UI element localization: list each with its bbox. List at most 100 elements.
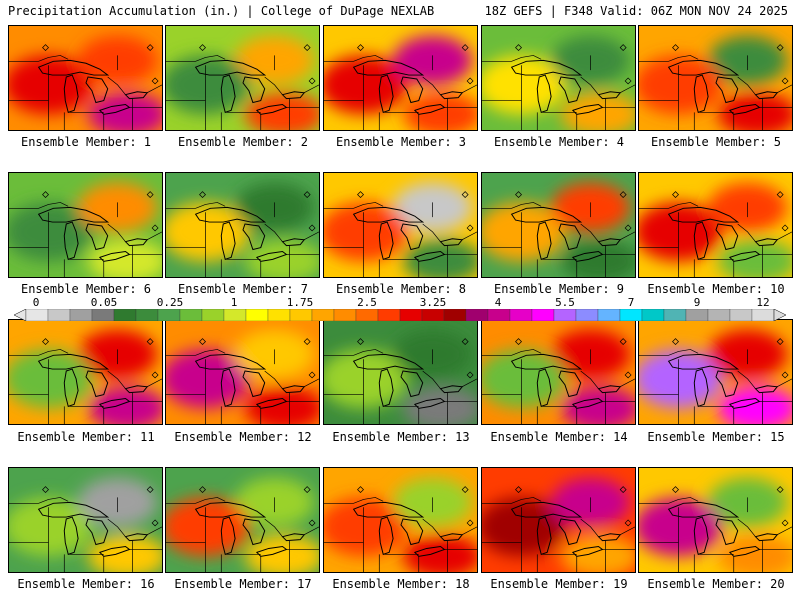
lake-outline: [194, 59, 267, 76]
colorbar-low-arrow: [14, 309, 27, 321]
colorbar-swatch: [663, 309, 687, 321]
colorbar-swatch: [91, 309, 115, 321]
border-line: [324, 55, 477, 130]
lake-outline: [693, 368, 709, 407]
member-caption: Ensemble Member: 10: [647, 282, 785, 296]
lake-outline: [37, 59, 110, 76]
lake-outline: [536, 74, 552, 113]
lake-outline: [281, 91, 306, 100]
colorbar-tick-label: 3.25: [419, 296, 447, 309]
member-caption: Ensemble Member: 6: [20, 282, 152, 296]
map-marker: [308, 371, 316, 379]
precip-blob: [87, 534, 162, 572]
lake-outline: [352, 501, 425, 518]
lake-outline: [124, 91, 149, 100]
precip-blob: [87, 239, 162, 277]
colorbar-tick-label: 0.25: [156, 296, 184, 309]
map-marker: [619, 191, 627, 199]
lake-outline: [510, 59, 583, 76]
colorbar-swatch: [135, 309, 159, 321]
colorbar-high-arrow: [773, 309, 786, 321]
precip-blob: [560, 92, 635, 130]
lake-outline: [510, 353, 583, 370]
border-line: [166, 349, 319, 389]
lake-outline: [536, 516, 552, 555]
member-caption: Ensemble Member: 13: [332, 430, 470, 444]
lake-outline: [667, 501, 740, 518]
lake-outline: [715, 223, 739, 251]
colorbar-tick-label: 2.5: [357, 296, 377, 309]
lake-outline: [63, 74, 79, 113]
colorbar-swatch: [553, 309, 577, 321]
map-marker: [776, 486, 784, 494]
map-marker: [466, 371, 474, 379]
border-line: [639, 202, 792, 277]
lake-outline: [754, 385, 779, 394]
lake-outline: [242, 76, 266, 104]
map-marker: [672, 191, 679, 199]
lake-outline: [558, 76, 582, 104]
precip-blob: [402, 534, 477, 572]
precip-blob: [9, 349, 93, 409]
lake-outline: [378, 74, 394, 113]
lake-outline: [194, 206, 267, 223]
member-caption: Ensemble Member: 11: [17, 430, 155, 444]
lake-outline: [281, 238, 306, 247]
precip-blob: [639, 55, 723, 115]
lake-outline: [37, 501, 110, 518]
border-line: [639, 55, 792, 130]
lake-outline: [715, 76, 739, 104]
map-marker: [42, 486, 49, 494]
map-marker: [303, 338, 311, 346]
border-line: [166, 497, 319, 537]
map-marker: [515, 338, 522, 346]
precip-blob: [87, 386, 162, 424]
ensemble-map-8: [323, 172, 478, 278]
precip-blob: [244, 92, 319, 130]
map-marker: [357, 338, 364, 346]
ensemble-map-17: [165, 467, 320, 573]
precip-field: [482, 468, 635, 572]
lake-outline: [85, 370, 109, 398]
lake-outline: [667, 206, 740, 223]
border-line: [9, 202, 162, 277]
map-marker: [466, 224, 474, 232]
map-marker: [624, 519, 632, 527]
lake-outline: [220, 74, 236, 113]
precip-blob: [482, 55, 566, 115]
map-marker: [308, 519, 316, 527]
member-caption: Ensemble Member: 15: [647, 430, 785, 444]
map-marker: [672, 44, 679, 52]
precip-blob: [9, 202, 93, 262]
map-marker: [515, 191, 522, 199]
colorbar-swatch: [47, 309, 71, 321]
ensemble-map-6: [8, 172, 163, 278]
border-line: [324, 349, 477, 389]
precip-blob: [560, 239, 635, 277]
lake-outline: [693, 516, 709, 555]
map-marker: [781, 371, 789, 379]
colorbar-tick-label: 4: [494, 296, 502, 309]
lake-outline: [220, 221, 236, 260]
precip-field: [166, 320, 319, 424]
member-caption: Ensemble Member: 18: [332, 577, 470, 591]
lake-outline: [667, 353, 740, 370]
map-marker: [42, 44, 49, 52]
lake-outline: [352, 206, 425, 223]
border-line: [324, 497, 477, 572]
map-title: Precipitation Accumulation (in.) | Colle…: [8, 4, 435, 18]
precip-blob: [402, 92, 477, 130]
lake-outline: [37, 206, 110, 223]
precip-blob: [717, 534, 792, 572]
border-line: [639, 349, 792, 424]
ensemble-map-7: [165, 172, 320, 278]
lake-outline: [754, 91, 779, 100]
lake-outline: [220, 516, 236, 555]
map-marker: [619, 486, 627, 494]
lake-outline: [400, 370, 424, 398]
precip-blob: [166, 497, 250, 557]
map-marker: [624, 77, 632, 85]
colorbar-swatch: [575, 309, 599, 321]
map-marker: [357, 191, 364, 199]
map-marker: [151, 224, 159, 232]
